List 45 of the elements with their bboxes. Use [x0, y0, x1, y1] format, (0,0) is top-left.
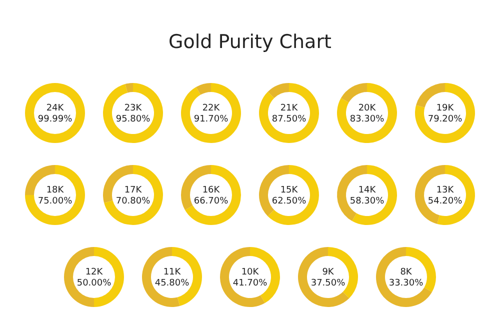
- text: 9K: [322, 268, 335, 278]
- text: 99.99%: [38, 114, 73, 124]
- text: 17K: [124, 186, 143, 196]
- text: 19K: [436, 104, 455, 114]
- text: 24K: [46, 104, 65, 114]
- text: 20K: [358, 104, 377, 114]
- text: 95.80%: [116, 114, 151, 124]
- text: Gold Purity Chart: [168, 31, 332, 53]
- text: 16K: [202, 186, 221, 196]
- donut-slice: [352, 165, 397, 225]
- text: 50.00%: [76, 278, 112, 288]
- donut-slice: [298, 247, 350, 307]
- text: 14K: [358, 186, 377, 196]
- text: 33.30%: [388, 278, 424, 288]
- text: 13K: [436, 186, 455, 196]
- text: 70.80%: [116, 196, 151, 206]
- text: 12K: [85, 268, 104, 278]
- text: 45.80%: [154, 278, 190, 288]
- donut-slice: [268, 83, 289, 98]
- text: 66.70%: [194, 196, 229, 206]
- donut-slice: [125, 83, 133, 93]
- text: 83.30%: [350, 114, 385, 124]
- text: 79.20%: [428, 114, 463, 124]
- donut-slice: [340, 83, 367, 103]
- text: 75.00%: [38, 196, 73, 206]
- text: 58.30%: [350, 196, 385, 206]
- text: 21K: [280, 104, 299, 114]
- text: 11K: [163, 268, 182, 278]
- text: 8K: [400, 268, 413, 278]
- donut-slice: [376, 247, 432, 307]
- text: 23K: [124, 104, 143, 114]
- text: 22K: [202, 104, 221, 114]
- text: 62.50%: [272, 196, 307, 206]
- donut-slice: [268, 165, 319, 225]
- text: 37.50%: [310, 278, 346, 288]
- text: 15K: [280, 186, 299, 196]
- donut-slice: [196, 83, 211, 95]
- text: 41.70%: [232, 278, 268, 288]
- donut-slice: [220, 247, 265, 307]
- donut-slice: [184, 165, 241, 225]
- text: 91.70%: [194, 114, 229, 124]
- text: 87.50%: [272, 114, 307, 124]
- text: 10K: [241, 268, 260, 278]
- text: 54.20%: [428, 196, 463, 206]
- text: 18K: [46, 186, 65, 196]
